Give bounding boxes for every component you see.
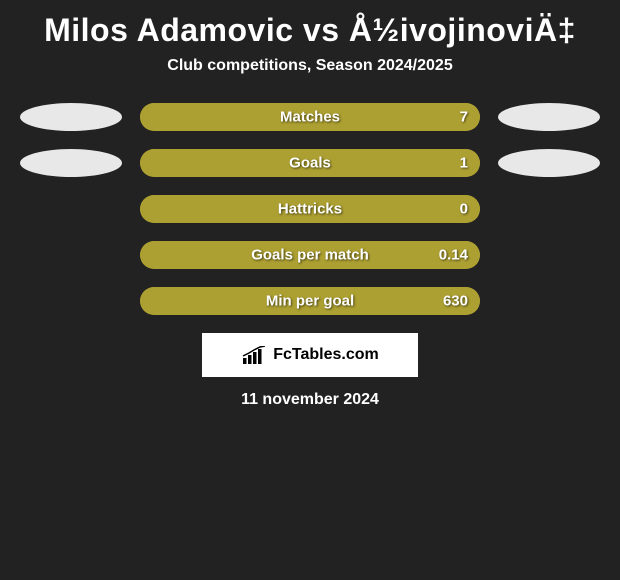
- stat-value: 0: [460, 201, 468, 218]
- stats-list: Matches 7 Goals 1 Hattricks 0 Goals per match 0…: [0, 103, 620, 315]
- stat-value: 1: [460, 155, 468, 172]
- spacer: [498, 287, 600, 315]
- stat-value: 0.14: [439, 247, 468, 264]
- stat-bar: Min per goal 630: [140, 287, 480, 315]
- stat-row: Goals 1: [0, 149, 620, 177]
- stat-bar: Hattricks 0: [140, 195, 480, 223]
- stat-value: 630: [443, 293, 468, 310]
- stat-bar: Goals per match 0.14: [140, 241, 480, 269]
- stat-row: Matches 7: [0, 103, 620, 131]
- stat-label: Min per goal: [266, 293, 354, 310]
- spacer: [20, 287, 122, 315]
- stat-label: Goals: [289, 155, 331, 172]
- logo-text: FcTables.com: [273, 346, 379, 364]
- stat-bar: Goals 1: [140, 149, 480, 177]
- stat-label: Hattricks: [278, 201, 342, 218]
- stat-row: Goals per match 0.14: [0, 241, 620, 269]
- player-right-marker: [498, 103, 600, 131]
- subtitle: Club competitions, Season 2024/2025: [0, 57, 620, 103]
- stat-row: Hattricks 0: [0, 195, 620, 223]
- stat-row: Min per goal 630: [0, 287, 620, 315]
- page-title: Milos Adamovic vs Å½ivojinoviÄ‡: [0, 0, 620, 57]
- spacer: [498, 241, 600, 269]
- logo-box: FcTables.com: [202, 333, 418, 377]
- date-text: 11 november 2024: [0, 391, 620, 409]
- bar-chart-icon: [241, 346, 267, 364]
- stat-value: 7: [460, 109, 468, 126]
- stat-label: Matches: [280, 109, 340, 126]
- player-left-marker: [20, 149, 122, 177]
- stat-bar: Matches 7: [140, 103, 480, 131]
- comparison-infographic: Milos Adamovic vs Å½ivojinoviÄ‡ Club com…: [0, 0, 620, 409]
- spacer: [20, 241, 122, 269]
- player-left-marker: [20, 103, 122, 131]
- stat-label: Goals per match: [251, 247, 369, 264]
- player-right-marker: [498, 149, 600, 177]
- spacer: [20, 195, 122, 223]
- spacer: [498, 195, 600, 223]
